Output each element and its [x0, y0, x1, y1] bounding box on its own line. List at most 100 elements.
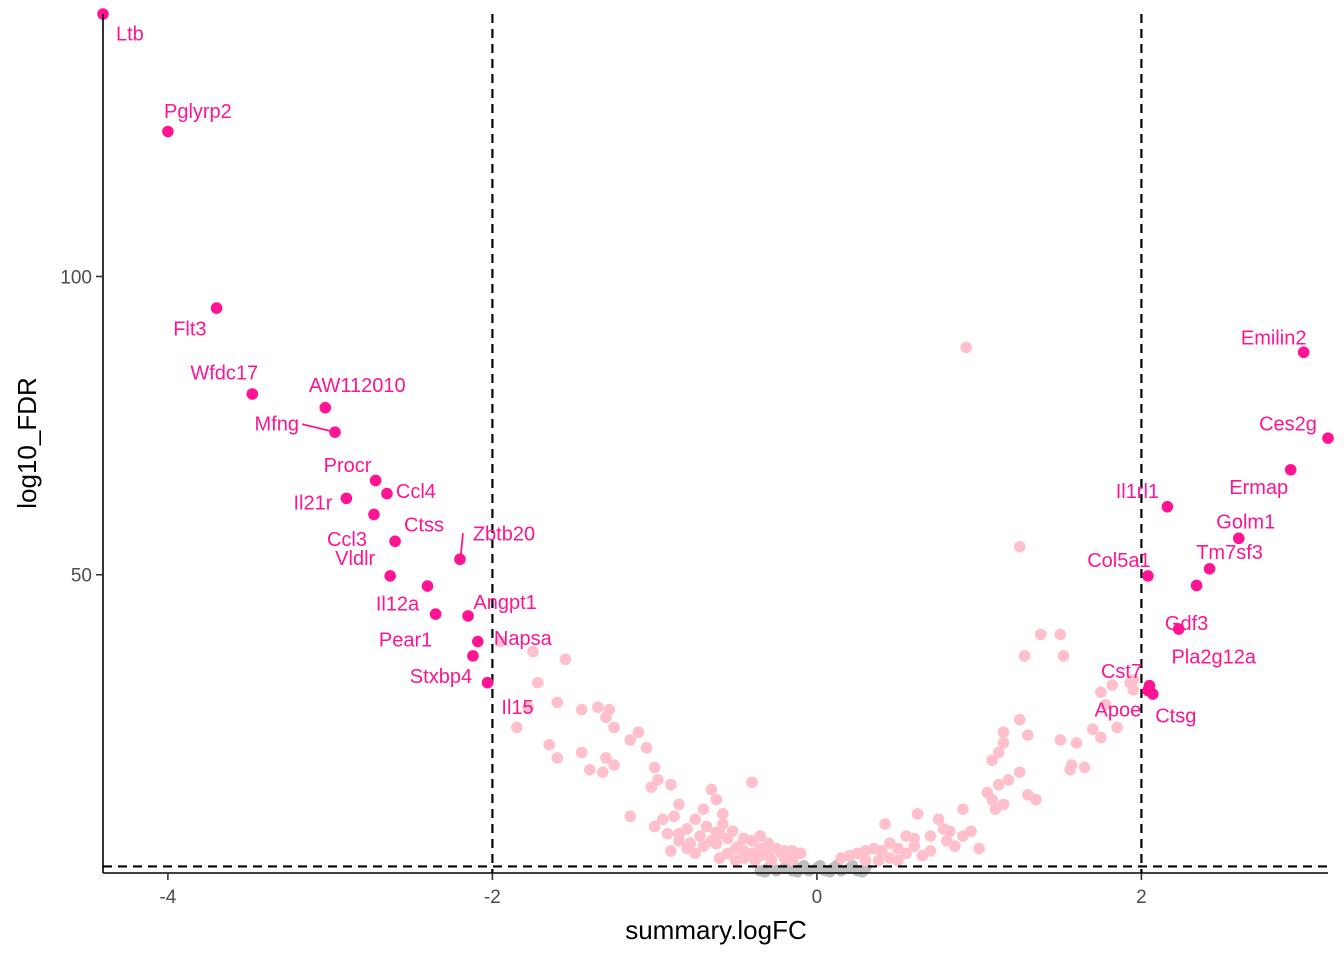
moderate-point — [689, 847, 702, 860]
gene-label: Ctsg — [1155, 705, 1196, 727]
moderate-point — [697, 840, 710, 852]
moderate-point — [924, 845, 937, 857]
moderate-point — [924, 830, 937, 842]
gene-label: Pear1 — [379, 629, 432, 651]
moderate-point — [733, 840, 745, 852]
significant-point — [1284, 463, 1297, 476]
moderate-point — [746, 776, 758, 789]
significant-points-layer — [97, 8, 1334, 700]
moderate-point — [900, 847, 912, 860]
significant-point — [1203, 562, 1216, 575]
moderate-point — [965, 825, 977, 838]
moderate-point — [608, 759, 620, 771]
gene-label: Ctss — [404, 515, 444, 537]
gene-labels-layer: Ltb Pglyrp2 Flt3 Wfdc17 AW112010 Mfng Procr Ccl… — [116, 23, 1317, 727]
nonsignificant-point — [759, 866, 771, 878]
moderate-point — [648, 761, 661, 774]
moderate-point — [1078, 761, 1091, 774]
gene-label: Golm1 — [1216, 512, 1275, 534]
significant-point — [462, 610, 474, 622]
significant-point — [1142, 570, 1154, 582]
moderate-point — [551, 696, 564, 709]
label-leader-lines — [301, 423, 464, 555]
moderate-point — [1095, 731, 1107, 744]
moderate-point — [786, 854, 799, 867]
moderate-point — [1070, 737, 1083, 749]
moderate-point — [713, 852, 726, 864]
moderate-point — [754, 830, 766, 842]
gene-label: Tm7sf3 — [1196, 542, 1263, 564]
gene-label: Ces2g — [1259, 413, 1317, 435]
moderate-point — [600, 752, 612, 764]
x-tick-label: 0 — [812, 887, 823, 908]
moderate-point — [1095, 686, 1107, 699]
moderate-point — [575, 746, 588, 759]
moderate-point — [876, 845, 888, 857]
moderate-point — [684, 837, 697, 849]
moderate-point — [944, 825, 956, 838]
moderate-point — [835, 852, 848, 864]
moderate-point — [1106, 679, 1119, 691]
moderate-points-layer — [494, 341, 1140, 867]
moderate-point — [645, 781, 658, 793]
moderate-point — [1013, 766, 1026, 778]
moderate-point — [775, 847, 788, 860]
moderate-point — [859, 854, 872, 867]
moderate-point — [992, 778, 1005, 791]
threshold-lines — [103, 14, 1328, 873]
gene-label: Zbtb20 — [473, 524, 535, 546]
moderate-point — [992, 746, 1005, 759]
moderate-point — [532, 676, 544, 689]
moderate-point — [1099, 698, 1112, 711]
moderate-point — [911, 808, 924, 820]
moderate-point — [762, 845, 775, 857]
moderate-point — [932, 813, 945, 826]
significant-point — [481, 676, 494, 689]
moderate-point — [986, 793, 998, 806]
significant-point — [1142, 684, 1154, 697]
moderate-point — [648, 820, 661, 833]
moderate-point — [738, 852, 750, 864]
significant-point — [369, 474, 382, 487]
moderate-point — [665, 778, 677, 791]
gene-label: Ermap — [1229, 477, 1288, 499]
moderate-point — [986, 754, 998, 767]
moderate-point — [940, 834, 953, 847]
significant-point — [1297, 346, 1310, 359]
moderate-point — [1035, 628, 1047, 641]
moderate-point — [957, 803, 969, 815]
gene-label: AW112010 — [309, 375, 406, 397]
moderate-point — [673, 834, 685, 847]
moderate-point — [551, 752, 564, 764]
significant-point — [1161, 500, 1174, 513]
y-tick-label: 50 — [71, 566, 92, 587]
moderate-point — [997, 737, 1010, 749]
moderate-point — [973, 842, 985, 855]
gene-label: Il12a — [376, 593, 420, 615]
gene-label: Wfdc17 — [190, 362, 258, 384]
moderate-point — [522, 701, 534, 713]
gene-label: Pglyrp2 — [164, 101, 232, 123]
nonsignificant-point — [846, 860, 859, 872]
gene-label: Mfng — [255, 413, 299, 435]
moderate-point — [559, 653, 572, 666]
moderate-point — [705, 783, 718, 796]
moderate-point — [632, 726, 645, 739]
moderate-point — [697, 803, 710, 815]
moderate-point — [668, 810, 680, 823]
y-axis-title: log10_FDR — [12, 377, 42, 509]
moderate-point — [681, 823, 693, 835]
label-leader-line — [301, 423, 336, 434]
significant-point — [421, 580, 434, 592]
gene-label: Ltb — [116, 23, 144, 45]
x-tick-label: -4 — [159, 887, 176, 908]
moderate-point — [1086, 723, 1099, 736]
moderate-point — [1022, 789, 1034, 801]
gene-label: Col5a1 — [1087, 550, 1150, 572]
significant-point — [1172, 623, 1185, 635]
moderate-point — [960, 341, 972, 354]
moderate-point — [608, 721, 620, 734]
gene-label: Emilin2 — [1241, 328, 1307, 350]
moderate-point — [710, 826, 723, 839]
gene-label: Napsa — [494, 628, 553, 650]
